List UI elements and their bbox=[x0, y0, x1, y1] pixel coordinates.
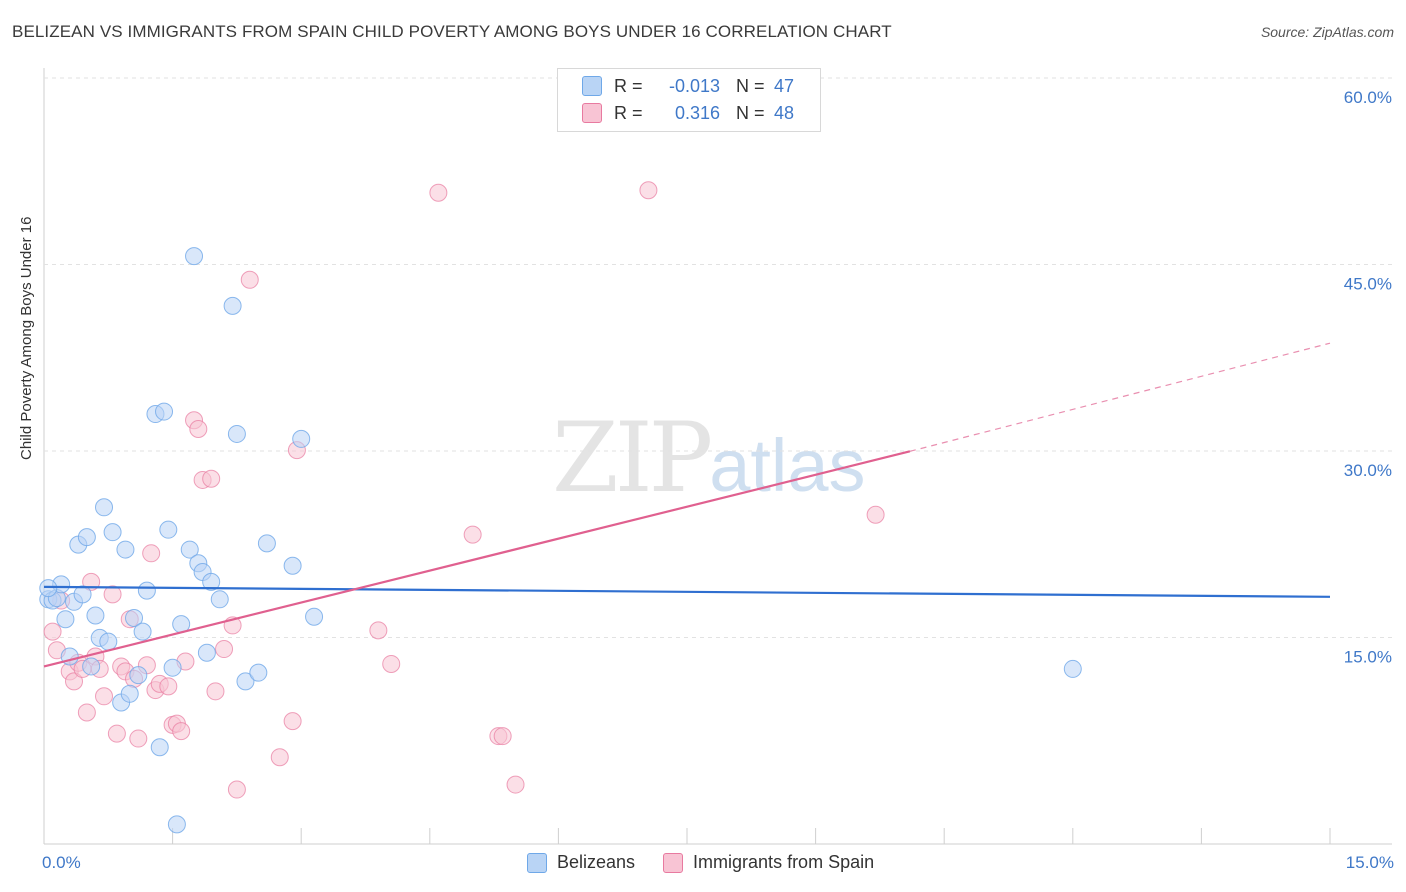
y-tick-label: 15.0% bbox=[1344, 648, 1392, 667]
data-point-spain bbox=[866, 505, 885, 524]
y-tick-label: 45.0% bbox=[1344, 275, 1392, 294]
watermark-atlas: atlas bbox=[709, 424, 866, 507]
trend-line-spain bbox=[43, 450, 911, 668]
data-point-spain bbox=[103, 585, 122, 604]
data-point-spain bbox=[429, 183, 448, 202]
data-point-belizean bbox=[1063, 659, 1082, 678]
data-point-belizean bbox=[155, 402, 174, 421]
data-point-spain bbox=[206, 682, 225, 701]
data-point-spain bbox=[506, 775, 525, 794]
data-point-belizean bbox=[236, 672, 255, 691]
legend-swatch-blue bbox=[582, 76, 602, 96]
data-point-belizean bbox=[227, 424, 246, 443]
data-point-belizean bbox=[283, 556, 302, 575]
data-point-spain bbox=[159, 677, 178, 696]
data-point-spain bbox=[107, 724, 126, 743]
data-point-belizean bbox=[137, 581, 156, 600]
data-point-spain bbox=[463, 525, 482, 544]
data-point-belizean bbox=[56, 610, 75, 629]
data-point-spain bbox=[129, 729, 148, 748]
data-point-belizean bbox=[167, 815, 186, 834]
data-point-belizean bbox=[125, 608, 144, 627]
x-tick-label-min: 0.0% bbox=[42, 853, 81, 872]
legend-r-value: -0.013 bbox=[668, 75, 720, 96]
legend-swatch-pink bbox=[582, 103, 602, 123]
legend-n-label: N = bbox=[736, 102, 765, 123]
data-point-belizean bbox=[77, 528, 96, 547]
y-tick-label: 30.0% bbox=[1344, 461, 1392, 480]
data-point-spain bbox=[283, 712, 302, 731]
data-point-spain bbox=[65, 672, 84, 691]
data-point-spain bbox=[369, 621, 388, 640]
trend-line-belizeans bbox=[43, 585, 1331, 598]
trend-line-spain-extension bbox=[909, 342, 1331, 452]
x-tick-label-max: 15.0% bbox=[1345, 853, 1394, 872]
data-point-belizean bbox=[185, 247, 204, 266]
legend-swatch-pink bbox=[663, 852, 684, 873]
data-point-spain bbox=[382, 654, 401, 673]
data-point-belizean bbox=[129, 666, 148, 685]
legend-label-spain: Immigrants from Spain bbox=[693, 852, 875, 872]
data-point-spain bbox=[172, 722, 191, 741]
data-point-belizean bbox=[99, 632, 118, 651]
data-point-spain bbox=[142, 544, 161, 563]
data-point-spain bbox=[493, 727, 512, 746]
data-point-spain bbox=[43, 622, 62, 641]
legend-r-label: R = bbox=[614, 75, 643, 96]
data-point-spain bbox=[240, 270, 259, 289]
watermark: ZIPatlas bbox=[552, 402, 866, 514]
data-point-belizean bbox=[257, 534, 276, 553]
legend-n-value: 47 bbox=[774, 75, 795, 96]
legend-item-belizeans: Belizeans bbox=[527, 852, 635, 873]
data-point-belizean bbox=[292, 429, 311, 448]
data-point-spain bbox=[202, 469, 221, 488]
data-point-spain bbox=[95, 687, 114, 706]
data-point-spain bbox=[227, 780, 246, 799]
y-tick-label: 60.0% bbox=[1344, 88, 1392, 107]
data-point-belizean bbox=[103, 523, 122, 542]
data-point-belizean bbox=[163, 658, 182, 677]
data-point-belizean bbox=[150, 738, 169, 757]
data-point-spain bbox=[639, 181, 658, 200]
legend-row-spain: R = 0.316 N = 48 bbox=[582, 101, 794, 125]
data-point-belizean bbox=[86, 606, 105, 625]
legend-r-value: 0.316 bbox=[674, 102, 720, 123]
data-point-belizean bbox=[39, 579, 58, 598]
data-point-belizean bbox=[95, 498, 114, 517]
legend-row-belizeans: R = -0.013 N = 47 bbox=[582, 74, 794, 98]
data-point-belizean bbox=[249, 663, 268, 682]
legend-n-label: N = bbox=[736, 75, 765, 96]
legend-n-value: 48 bbox=[774, 102, 795, 123]
watermark-zip: ZIP bbox=[552, 402, 713, 514]
data-point-spain bbox=[270, 748, 289, 767]
data-point-belizean bbox=[159, 520, 178, 539]
data-point-belizean bbox=[120, 684, 139, 703]
data-point-belizean bbox=[223, 296, 242, 315]
data-point-belizean bbox=[197, 643, 216, 662]
data-point-belizean bbox=[116, 540, 135, 559]
chart-title: BELIZEAN VS IMMIGRANTS FROM SPAIN CHILD … bbox=[12, 22, 892, 41]
legend-r-label: R = bbox=[614, 102, 643, 123]
legend-label-belizeans: Belizeans bbox=[557, 852, 636, 872]
series-legend: Belizeans Immigrants from Spain bbox=[527, 852, 902, 873]
legend-item-spain: Immigrants from Spain bbox=[663, 852, 874, 873]
data-point-belizean bbox=[202, 572, 221, 591]
correlation-legend: R = -0.013 N = 47 R = 0.316 N = 48 bbox=[557, 68, 821, 132]
data-point-spain bbox=[215, 640, 234, 659]
source-label: Source: ZipAtlas.com bbox=[1260, 24, 1394, 40]
data-point-belizean bbox=[305, 607, 324, 626]
data-point-belizean bbox=[210, 590, 229, 609]
data-point-spain bbox=[189, 419, 208, 438]
data-point-belizean bbox=[133, 622, 152, 641]
data-point-belizean bbox=[180, 540, 199, 559]
y-axis-label: Child Poverty Among Boys Under 16 bbox=[18, 216, 35, 460]
data-point-belizean bbox=[73, 585, 92, 604]
data-point-belizean bbox=[82, 657, 101, 676]
data-point-spain bbox=[77, 703, 96, 722]
legend-swatch-blue bbox=[527, 852, 547, 873]
